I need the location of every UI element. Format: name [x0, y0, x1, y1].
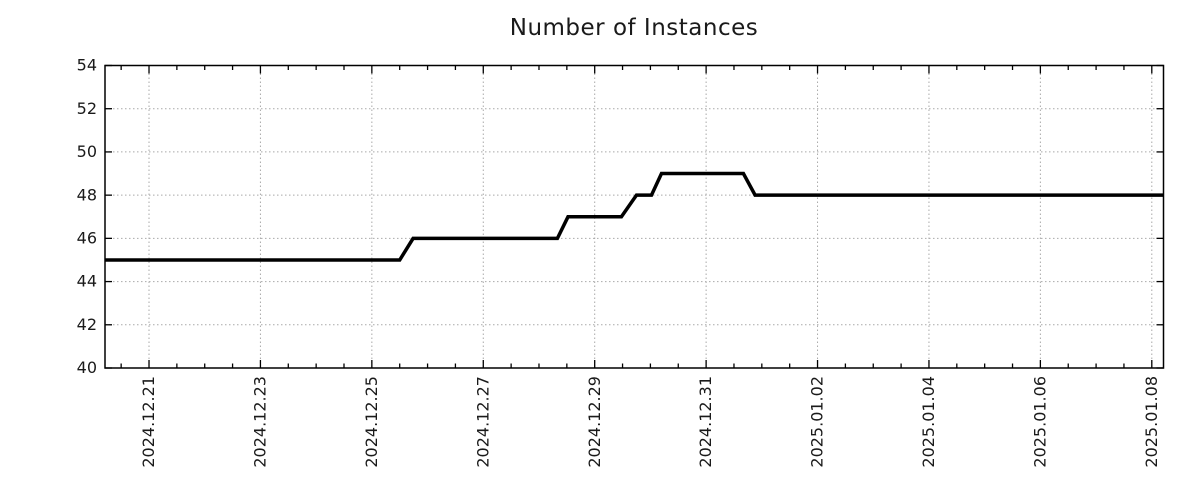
plot-border [104, 64, 1165, 369]
x-tick-label: 2024.12.29 [585, 376, 604, 468]
y-tick-label: 40 [77, 358, 97, 377]
x-tick-label: 2025.01.08 [1142, 376, 1161, 468]
y-tick-label: 48 [77, 185, 97, 204]
data-line-instances [105, 171, 1164, 262]
y-tick-label: 50 [77, 142, 97, 161]
y-tick-label: 52 [77, 99, 97, 118]
y-tick-label: 46 [77, 228, 97, 247]
y-tick-label: 54 [77, 56, 97, 75]
chart-title: Number of Instances [509, 15, 759, 41]
x-tick-label: 2025.01.04 [919, 376, 938, 468]
x-tick-label: 2025.01.02 [808, 376, 827, 468]
x-tick-label: 2024.12.21 [139, 376, 158, 468]
y-tick-label: 42 [77, 315, 97, 334]
y-tick-label: 44 [77, 272, 97, 291]
x-tick-label: 2024.12.27 [473, 376, 492, 468]
x-tick-label: 2024.12.31 [696, 376, 715, 468]
x-tick-label: 2024.12.23 [251, 376, 270, 468]
x-tick-label: 2024.12.25 [362, 376, 381, 468]
x-tick-label: 2025.01.06 [1030, 376, 1049, 468]
